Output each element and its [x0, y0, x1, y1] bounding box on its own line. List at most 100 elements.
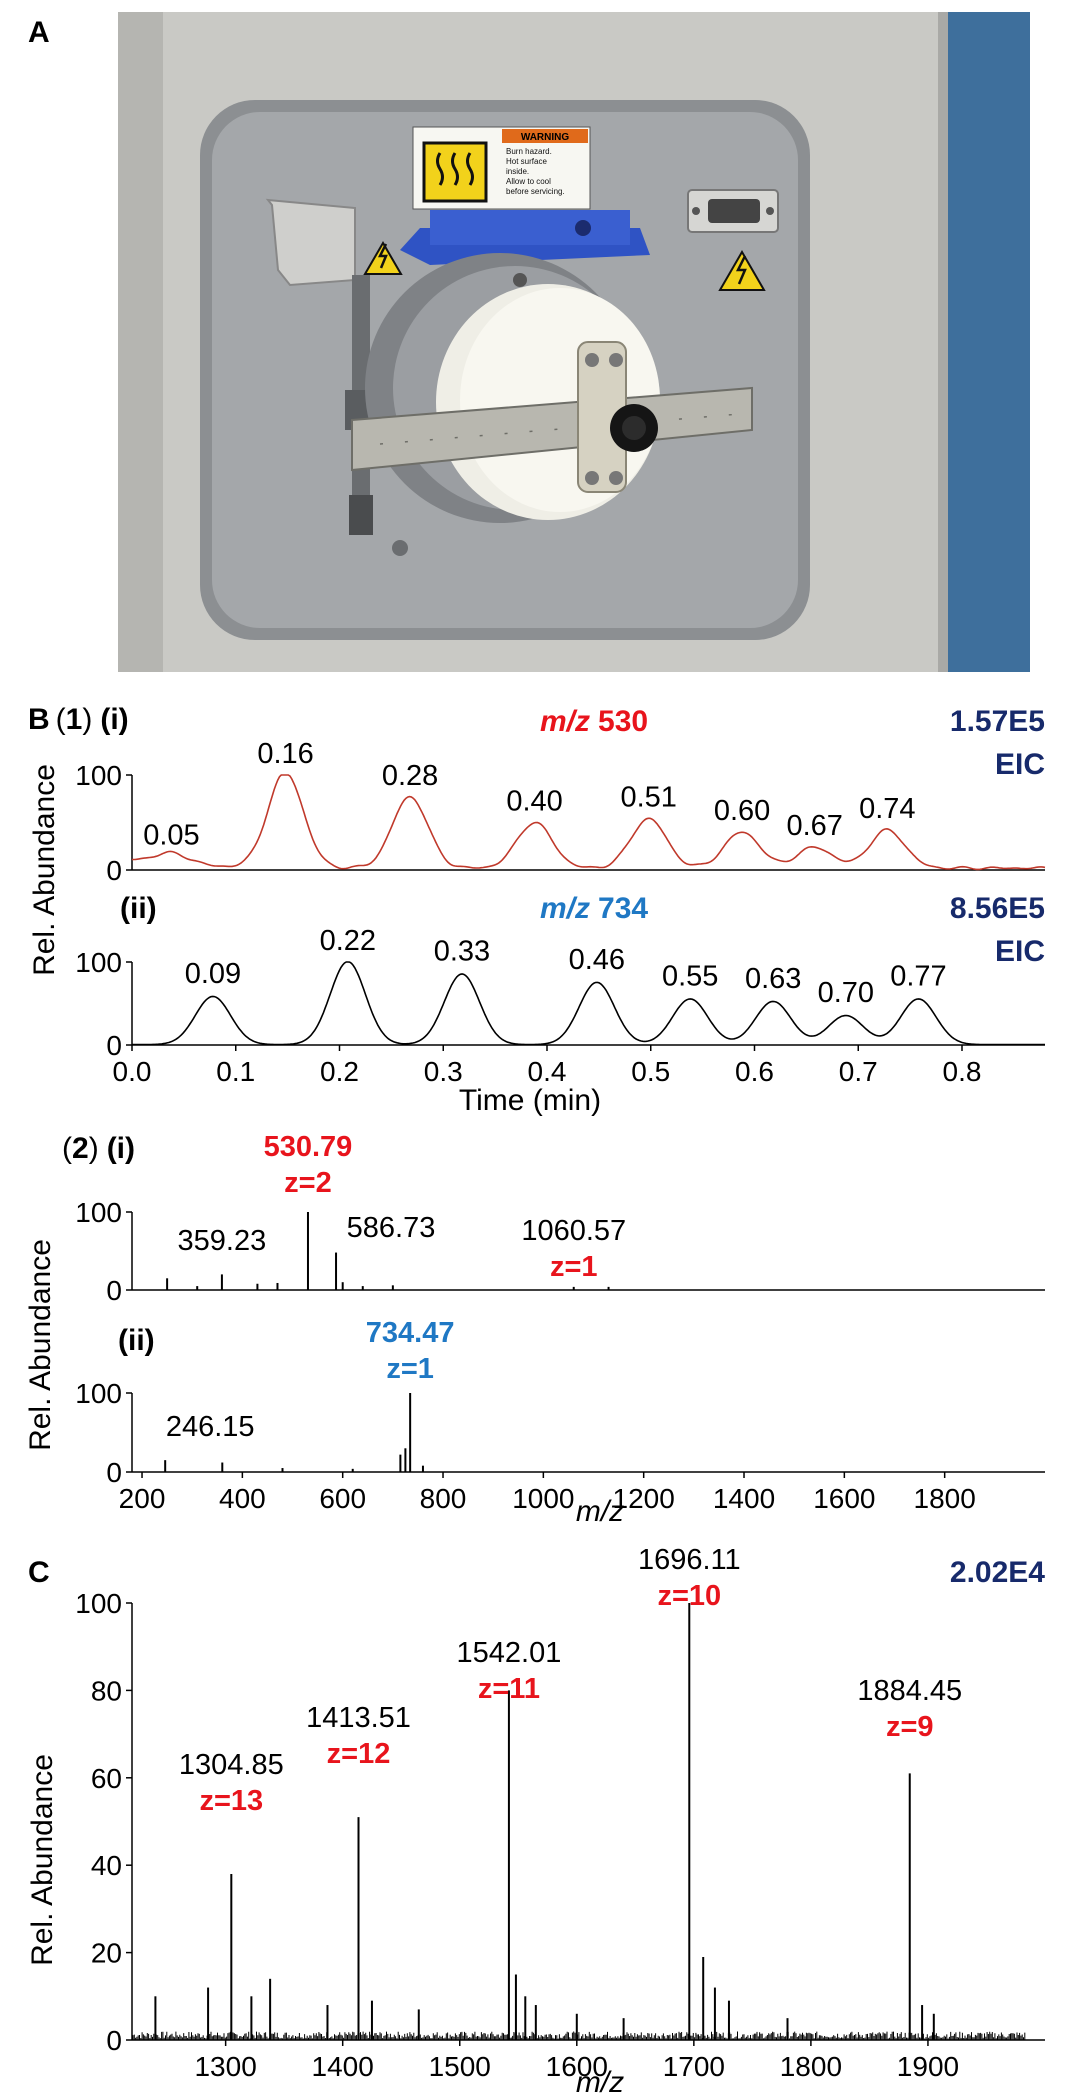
roman-i-b1: (i) — [100, 703, 128, 736]
warning-line-5: before servicing. — [506, 187, 565, 196]
b1i-title-value: 530 — [598, 705, 648, 738]
x-tick-label: 1600 — [813, 1483, 875, 1514]
x-tick-label: 1000 — [512, 1483, 574, 1514]
y-tick-label: 20 — [91, 1938, 122, 1969]
charge-label-1884.45: z=9 — [886, 1711, 934, 1743]
peak-label-2: 0.33 — [434, 935, 490, 967]
y-tick-label: 80 — [91, 1675, 122, 1706]
peak-label-586.73: 586.73 — [347, 1212, 436, 1244]
peak-label-1696.11: 1696.11 — [638, 1544, 741, 1576]
c-xlabel: m/z — [576, 2066, 624, 2099]
roman-ii-b1: (ii) — [120, 892, 157, 925]
b1ii-intensity: 8.56E5 — [950, 892, 1045, 925]
chart-b1ii: 100 0 0.09 0.22 0.33 0.46 0.55 0.63 0.70 0.77 0.0 0… — [75, 925, 1045, 1087]
x-tick-label: 0.1 — [216, 1056, 255, 1087]
clamp-plate — [577, 341, 658, 493]
peak-label-530.79: 530.79 — [264, 1131, 353, 1163]
y-tick-label: 40 — [91, 1850, 122, 1881]
peak-label-1542.01: 1542.01 — [457, 1637, 562, 1669]
paren-open-2: ( — [62, 1132, 72, 1165]
warning-line-4: Allow to cool — [506, 177, 551, 186]
b2-xlabel: m/z — [576, 1495, 624, 1528]
x-tick-label: 0.7 — [839, 1056, 878, 1087]
roman-ii-b2: (ii) — [118, 1324, 155, 1357]
c-intensity: 2.02E4 — [950, 1556, 1045, 1589]
electrical-hazard-icon-right — [718, 250, 766, 291]
x-tick-label: 0.3 — [424, 1056, 463, 1087]
x-tick-label: 800 — [420, 1483, 467, 1514]
x-tick-label: 0.0 — [113, 1056, 152, 1087]
peak-label-1884.45: 1884.45 — [857, 1675, 962, 1707]
x-tick-label: 200 — [119, 1483, 166, 1514]
peak-label-1413.51: 1413.51 — [306, 1702, 411, 1734]
paren-open-1: ( — [56, 703, 66, 736]
peak-label-4: 0.55 — [662, 960, 718, 992]
serial-port — [687, 189, 779, 233]
peak-label-246.15: 246.15 — [166, 1411, 255, 1443]
panel-label-b: B — [28, 703, 50, 736]
b1i-intensity: 1.57E5 — [950, 705, 1045, 738]
charge-label-734.47: z=1 — [386, 1353, 434, 1385]
charge-label-1304.85: z=13 — [199, 1785, 263, 1817]
x-tick-label: 1700 — [663, 2051, 725, 2082]
y-tick-label: 100 — [75, 1197, 122, 1228]
b1-xlabel: Time (min) — [459, 1084, 601, 1117]
x-tick-label: 1300 — [194, 2051, 256, 2082]
warning-line-3: inside. — [506, 167, 529, 176]
instrument-photo: WARNING Burn hazard. Hot surface inside.… — [118, 12, 1030, 672]
peak-label-6: 0.67 — [786, 810, 842, 842]
x-tick-label: 1500 — [429, 2051, 491, 2082]
y-tick-label: 100 — [75, 1378, 122, 1409]
charge-label-1413.51: z=12 — [327, 1738, 391, 1770]
panel-b-header-1: B (1) (i) — [28, 703, 129, 736]
x-tick-label: 0.2 — [320, 1056, 359, 1087]
charge-label-530.79: z=2 — [284, 1167, 332, 1199]
panel-label-c: C — [28, 1556, 50, 1589]
peak-label-7: 0.74 — [859, 793, 915, 825]
noise-baseline — [132, 2031, 1026, 2040]
peak-label-3: 0.46 — [569, 944, 625, 976]
peak-label-5: 0.63 — [745, 963, 801, 995]
charge-label-1060.57: z=1 — [550, 1251, 598, 1283]
x-tick-label: 0.8 — [943, 1056, 982, 1087]
y-tick-label: 100 — [75, 1588, 122, 1619]
y-tick-label: 0 — [106, 1457, 122, 1488]
eic-trace — [131, 774, 1046, 871]
warning-title: WARNING — [521, 132, 570, 143]
b1i-title-mz: m/z — [540, 705, 590, 738]
peak-label-1060.57: 1060.57 — [521, 1215, 626, 1247]
b2-header: (2) (i) — [62, 1132, 135, 1165]
b1i-title: m/z 530 — [540, 705, 648, 738]
peak-label-4: 0.51 — [620, 782, 676, 814]
panel-label-a: A — [28, 16, 50, 49]
chart-c: 100 80 60 40 20 0 1304.85 z=13 1413.51 z=12 1542.0… — [75, 1544, 1045, 2082]
blue-mount-block — [400, 210, 650, 265]
y-tick-label: 0 — [106, 1275, 122, 1306]
warning-label: WARNING Burn hazard. Hot surface inside.… — [412, 126, 591, 210]
peak-label-2: 0.28 — [382, 760, 438, 792]
chart-b1i: 100 0 0.05 0.16 0.28 0.40 0.51 0.60 0.67 0.74 — [75, 738, 1046, 886]
y-tick-label: 0 — [106, 1030, 122, 1061]
b1ii-eic: EIC — [995, 935, 1045, 968]
x-tick-label: 1400 — [312, 2051, 374, 2082]
peak-label-0: 0.09 — [185, 958, 241, 990]
c-ylabel: Rel. Abundance — [26, 1754, 59, 1966]
x-tick-label: 1600 — [546, 2051, 608, 2082]
peak-label-1: 0.16 — [257, 738, 313, 770]
eic-trace — [132, 961, 1045, 1046]
chart-b2i: 100 0 359.23 530.79 z=2 586.73 1060.57 z=1 — [75, 1131, 1045, 1306]
warning-line-1: Burn hazard. — [506, 147, 552, 156]
b2-ylabel: Rel. Abundance — [24, 1239, 57, 1451]
charge-label-1696.11: z=10 — [657, 1580, 721, 1612]
paren-close-2: ) — [89, 1132, 99, 1165]
b1ii-title-value: 734 — [598, 892, 648, 925]
y-tick-label: 0 — [106, 2025, 122, 2056]
roman-i-b2: (i) — [107, 1132, 135, 1165]
warning-line-2: Hot surface — [506, 157, 547, 166]
peak-label-1: 0.22 — [320, 925, 376, 957]
peak-label-5: 0.60 — [714, 795, 770, 827]
peak-label-7: 0.77 — [890, 960, 946, 992]
svg-text:B(1)(i): B (1) (i) — [28, 703, 129, 736]
